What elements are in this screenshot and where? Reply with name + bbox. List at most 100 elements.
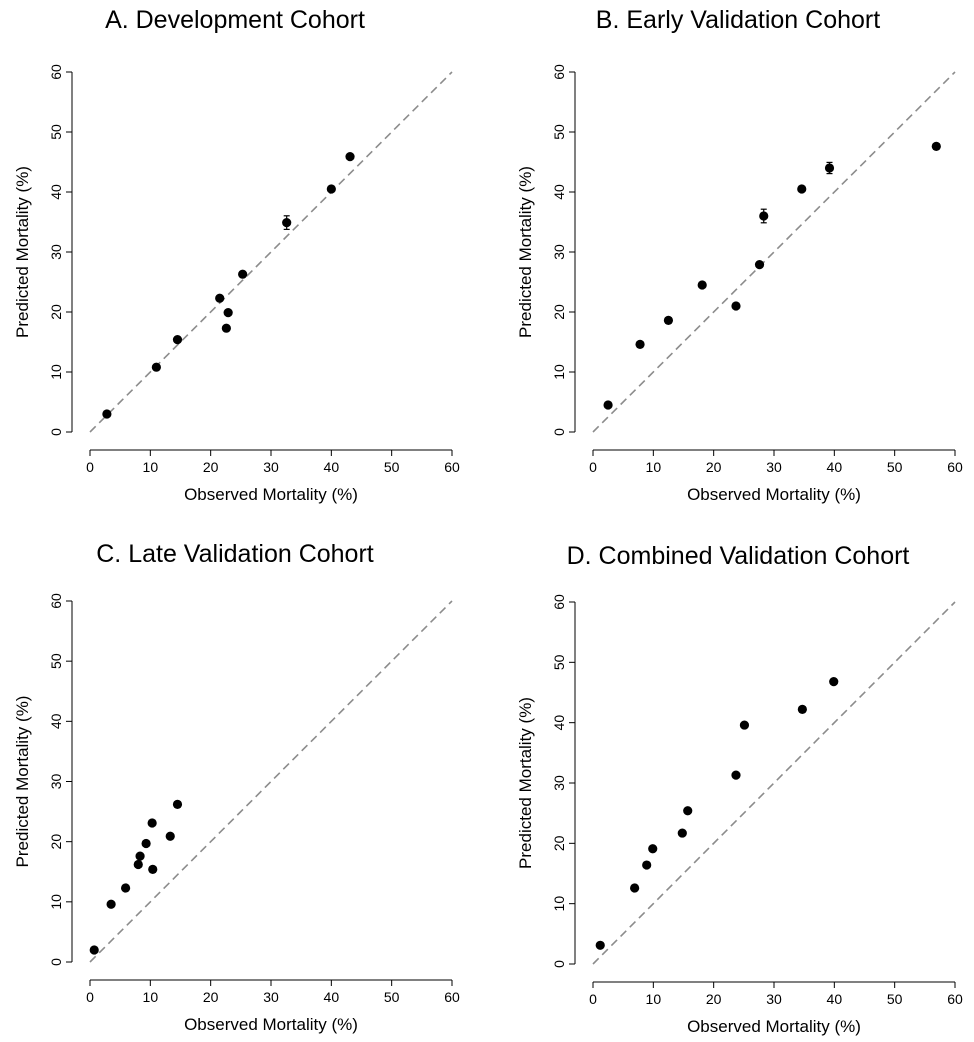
y-tick-label: 30 xyxy=(48,244,64,260)
y-tick-label: 60 xyxy=(551,64,567,80)
y-tick-label: 60 xyxy=(48,64,64,80)
data-point xyxy=(630,883,640,893)
x-tick-label: 60 xyxy=(947,459,963,475)
x-tick-label: 40 xyxy=(324,989,340,1005)
data-point xyxy=(165,831,175,841)
x-tick-label: 0 xyxy=(86,459,94,475)
data-point xyxy=(642,860,652,870)
data-point xyxy=(282,218,292,228)
x-tick-label: 50 xyxy=(384,459,400,475)
identity-reference-line xyxy=(592,601,956,965)
y-tick-label: 10 xyxy=(48,894,64,910)
data-point xyxy=(648,844,658,854)
x-tick-label: 0 xyxy=(86,989,94,1005)
x-tick-label: 10 xyxy=(143,459,159,475)
x-tick-label: 30 xyxy=(766,459,782,475)
x-tick-label: 0 xyxy=(589,991,597,1007)
y-tick-label: 30 xyxy=(551,775,567,791)
data-point xyxy=(89,945,99,955)
data-point xyxy=(102,409,112,419)
panel-c: C. Late Validation Cohort 0 10 20 30 40 50 60 0 1… xyxy=(13,540,460,1034)
y-tick-label: 30 xyxy=(551,244,567,260)
x-tick-label: 10 xyxy=(646,459,662,475)
panel-a: A. Development Cohort 0 10 20 30 40 50 60 0 10 20 3… xyxy=(13,6,460,504)
data-point xyxy=(151,362,161,372)
data-point xyxy=(148,864,158,874)
data-point xyxy=(221,323,231,333)
data-point xyxy=(635,339,645,349)
y-tick-label: 0 xyxy=(551,428,567,436)
x-tick-label: 30 xyxy=(263,459,279,475)
x-tick-label: 40 xyxy=(827,991,843,1007)
x-tick-label: 20 xyxy=(203,459,219,475)
chart-title: B. Early Validation Cohort xyxy=(596,6,880,34)
x-tick-label: 10 xyxy=(646,991,662,1007)
data-point xyxy=(824,163,835,173)
x-tick-label: 60 xyxy=(444,989,460,1005)
data-point xyxy=(683,806,693,816)
data-point xyxy=(731,770,741,780)
x-tick-label: 30 xyxy=(766,991,782,1007)
x-tick-label: 20 xyxy=(706,991,722,1007)
data-point xyxy=(603,400,613,410)
y-tick-label: 10 xyxy=(551,896,567,912)
x-tick-label: 60 xyxy=(947,991,963,1007)
data-point xyxy=(663,315,674,325)
y-tick-label: 20 xyxy=(551,304,567,320)
data-point xyxy=(345,152,355,162)
identity-reference-line xyxy=(592,71,956,433)
y-tick-label: 50 xyxy=(551,654,567,670)
data-point xyxy=(141,838,151,849)
data-point xyxy=(797,704,807,714)
data-point xyxy=(595,940,605,950)
x-tick-label: 60 xyxy=(444,459,460,475)
data-point xyxy=(215,293,225,303)
data-point xyxy=(326,184,336,194)
y-tick-label: 0 xyxy=(48,958,64,966)
x-axis-label: Observed Mortality (%) xyxy=(687,1017,861,1036)
data-point xyxy=(829,677,839,687)
data-point xyxy=(147,818,157,828)
y-tick-label: 0 xyxy=(551,960,567,968)
x-tick-label: 20 xyxy=(706,459,722,475)
x-tick-label: 30 xyxy=(263,989,279,1005)
data-point xyxy=(797,184,807,194)
y-axis-label: Predicted Mortality (%) xyxy=(13,166,32,338)
data-point xyxy=(223,308,233,318)
y-tick-label: 20 xyxy=(551,835,567,851)
y-tick-label: 40 xyxy=(48,184,64,200)
data-point xyxy=(754,260,765,270)
chart-title: D. Combined Validation Cohort xyxy=(567,542,910,570)
x-tick-label: 10 xyxy=(143,989,159,1005)
x-tick-label: 50 xyxy=(887,991,903,1007)
x-tick-label: 40 xyxy=(827,459,843,475)
y-tick-label: 60 xyxy=(551,594,567,610)
y-tick-label: 20 xyxy=(48,834,64,850)
y-axis-label: Predicted Mortality (%) xyxy=(516,166,535,338)
y-tick-label: 40 xyxy=(551,715,567,731)
identity-reference-line xyxy=(89,71,453,433)
y-tick-label: 50 xyxy=(48,124,64,140)
x-axis-label: Observed Mortality (%) xyxy=(184,1015,358,1034)
panel-b: B. Early Validation Cohort 0 10 20 30 40 50 60 0… xyxy=(516,6,963,504)
data-point xyxy=(677,828,687,838)
y-tick-label: 50 xyxy=(48,653,64,669)
x-axis-label: Observed Mortality (%) xyxy=(184,485,358,504)
x-tick-label: 50 xyxy=(887,459,903,475)
y-tick-label: 20 xyxy=(48,304,64,320)
y-tick-label: 40 xyxy=(551,184,567,200)
chart-title: A. Development Cohort xyxy=(105,6,365,34)
y-tick-label: 10 xyxy=(48,364,64,380)
data-point xyxy=(759,211,769,221)
y-tick-label: 50 xyxy=(551,124,567,140)
identity-reference-line xyxy=(89,600,453,963)
data-point xyxy=(931,141,941,151)
data-point xyxy=(106,899,116,909)
data-point xyxy=(739,720,750,730)
data-point xyxy=(172,799,183,809)
panel-d: D. Combined Validation Cohort 0 10 20 30 40 50… xyxy=(516,542,963,1036)
data-point xyxy=(731,301,741,311)
x-tick-label: 50 xyxy=(384,989,400,1005)
chart-title: C. Late Validation Cohort xyxy=(96,540,374,568)
data-point xyxy=(133,859,143,870)
